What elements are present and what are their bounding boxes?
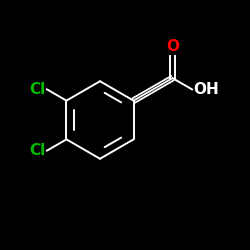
Text: Cl: Cl [30,82,46,97]
Text: OH: OH [193,82,219,97]
Text: O: O [166,39,179,54]
Text: Cl: Cl [30,143,46,158]
